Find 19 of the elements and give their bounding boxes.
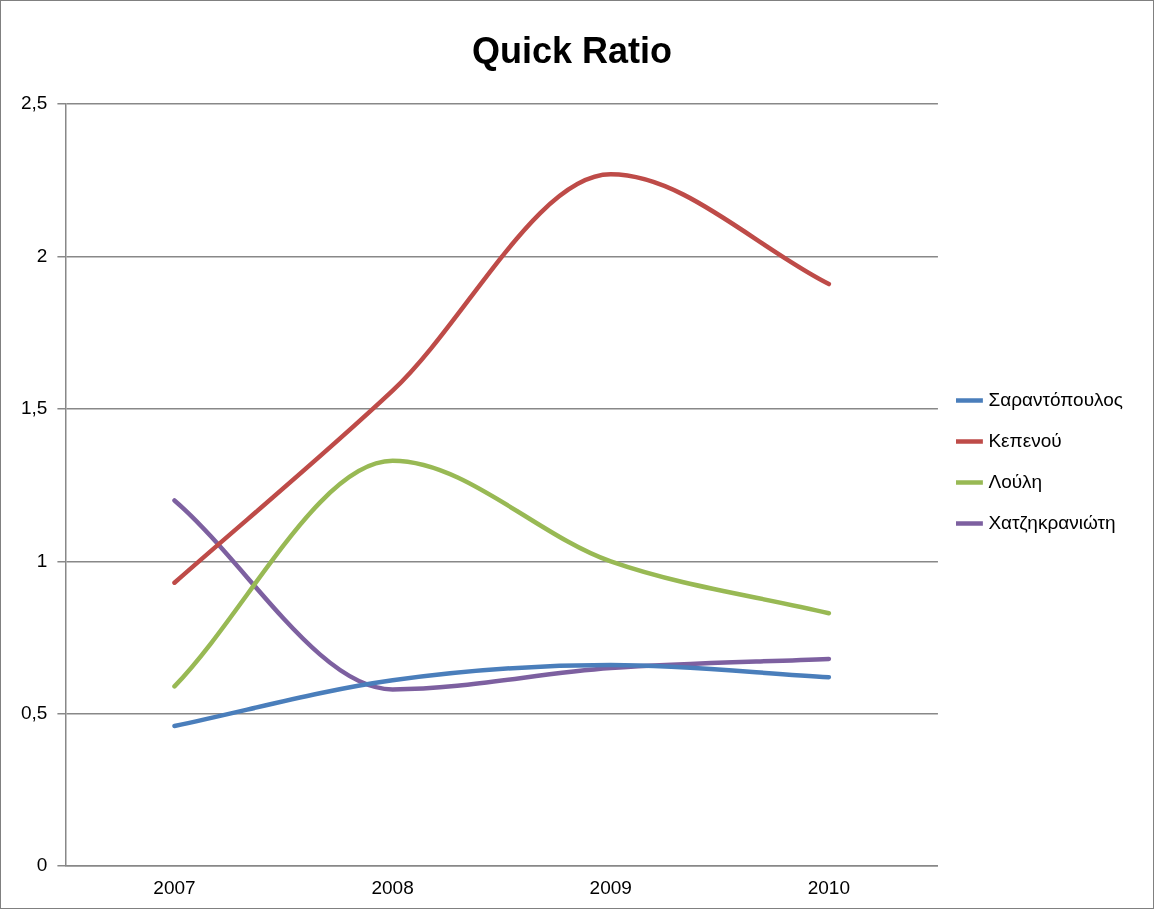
- x-tick-label: 2009: [589, 876, 632, 898]
- y-tick-label: 0,5: [20, 702, 48, 724]
- legend-label: Χατζηκρανιώτη: [988, 511, 1116, 533]
- line-series: [172, 172, 832, 585]
- line-series: [172, 662, 832, 729]
- x-tick-label: 2007: [153, 876, 196, 898]
- y-tick-label: 2,5: [20, 92, 48, 114]
- x-tick-label: 2010: [807, 876, 851, 898]
- y-tick-label: 1,5: [20, 397, 48, 419]
- legend-label: Κεπενού: [988, 429, 1062, 451]
- y-tick-label: 1: [36, 549, 48, 571]
- legend-label: Σαραντόπουλος: [988, 388, 1123, 410]
- chart-title: Quick Ratio: [471, 29, 673, 71]
- y-tick-label: 2: [36, 244, 48, 266]
- y-tick-label: 0: [36, 854, 48, 876]
- legend-label: Λούλη: [988, 470, 1043, 492]
- x-tick-label: 2008: [371, 876, 414, 898]
- line-series: [172, 458, 832, 689]
- line-series: [172, 498, 832, 692]
